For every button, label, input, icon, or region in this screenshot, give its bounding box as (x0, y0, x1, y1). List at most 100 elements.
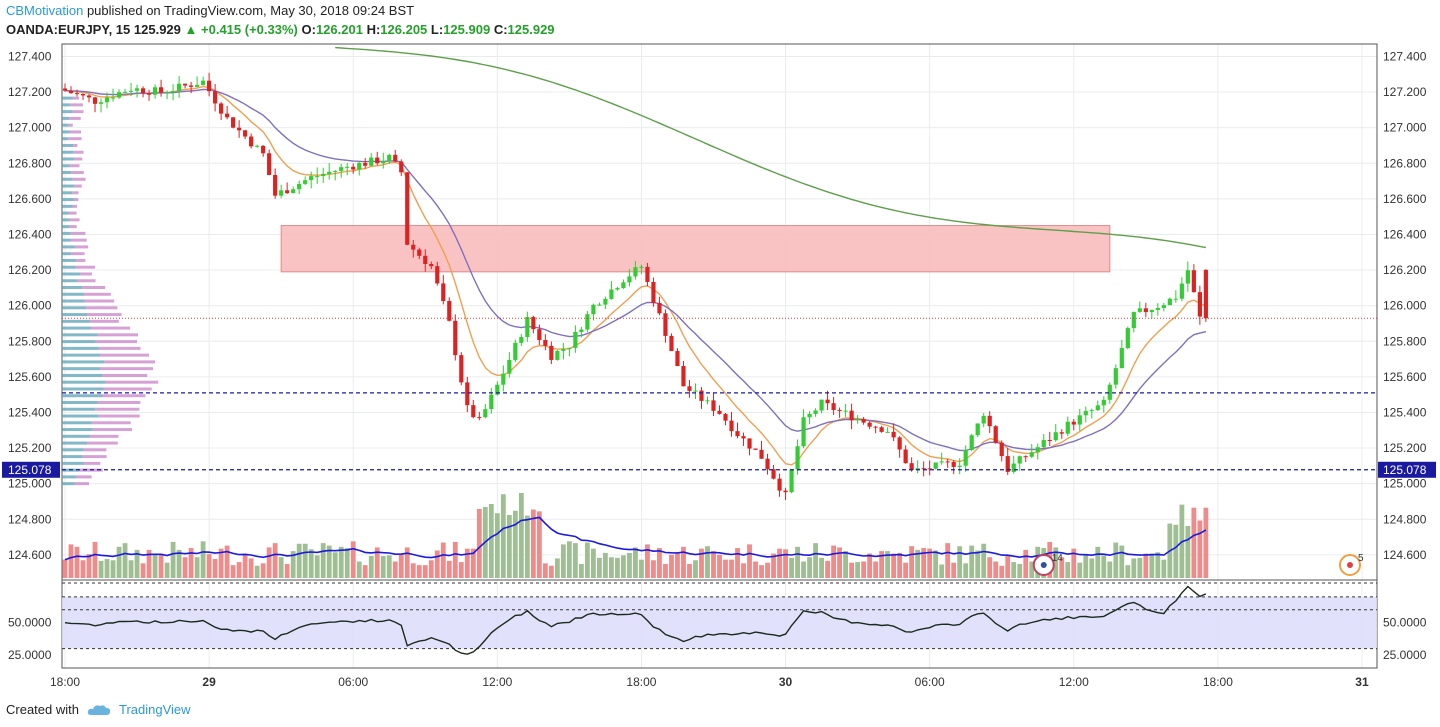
candle-body (411, 244, 416, 250)
volume-profile-bar-up (62, 428, 93, 432)
candle (879, 425, 884, 433)
candle-body (381, 160, 386, 164)
candle (303, 176, 308, 185)
candle-body (267, 153, 272, 176)
candle-body (951, 461, 956, 467)
candle-body (609, 289, 614, 299)
marker-count: 14 (1052, 553, 1064, 564)
volume-profile-bar-down (105, 380, 159, 384)
candle-body (1125, 328, 1130, 349)
volume-bar (224, 545, 230, 578)
tradingview-link[interactable]: TradingView (118, 702, 191, 717)
volume-profile-bar-down (82, 455, 107, 459)
chart-header-publish: CBMotivation published on TradingView.co… (6, 3, 414, 18)
volume-profile-bar-down (97, 400, 141, 404)
candle (441, 275, 446, 305)
price-badge-left-text: 125.078 (8, 463, 52, 477)
volume-profile-bar-down (98, 414, 140, 418)
candle (861, 416, 866, 425)
volume-bar (777, 548, 782, 578)
horizontal-levels (62, 317, 1377, 471)
volume-bar (404, 547, 410, 578)
candle (285, 182, 290, 194)
candle-body (531, 317, 536, 330)
candle (795, 439, 800, 475)
volume-profile-bar-down (76, 279, 96, 283)
volume-bar (693, 560, 698, 578)
candle (699, 387, 704, 409)
volume-profile-bar-up (62, 407, 96, 411)
candle (345, 162, 350, 176)
candle (62, 83, 68, 92)
candle (675, 348, 680, 367)
axes: 127.400 127.400 127.200 127.200 127.000 127.0… (2, 49, 1436, 689)
volume-profile-bar-up (62, 313, 88, 317)
volume-bar (1065, 562, 1071, 578)
candle-body (285, 190, 290, 194)
time-tick: 29 (202, 675, 216, 689)
candle-body (1185, 270, 1190, 284)
candle-body (501, 373, 506, 385)
author-link[interactable]: CBMotivation (6, 3, 84, 18)
volume-bar (566, 541, 572, 578)
price-tick-left: 126.800 (8, 156, 52, 170)
candle-body (429, 264, 434, 267)
candle (207, 72, 212, 97)
volume-profile-bar-up (62, 123, 69, 127)
volume-profile-bar-up (62, 191, 73, 195)
volume-bar (1203, 507, 1209, 578)
volume-profile-bar-up (62, 258, 76, 262)
volume-bar (1011, 562, 1017, 578)
price-tick-right: 127.400 (1383, 49, 1427, 63)
candle (363, 158, 368, 169)
price-chart[interactable]: 127.400 127.400 127.200 127.200 127.000 127.0… (0, 0, 1440, 700)
volume-bar (140, 563, 146, 578)
candle-body (807, 413, 812, 418)
event-markers[interactable]: 14 5 (1032, 553, 1364, 576)
candle-body (801, 417, 806, 447)
candle-body (375, 157, 380, 164)
candle (1089, 408, 1094, 419)
price-tick-left: 127.200 (8, 85, 52, 99)
volume-profile-bar-down (73, 198, 79, 202)
calendar-event-icon[interactable]: 14 (1032, 553, 1064, 576)
candle-body (489, 394, 494, 410)
volume-profile-bar-up (62, 394, 103, 398)
volume-bar (380, 555, 386, 578)
candle-body (309, 176, 314, 181)
candle (609, 280, 614, 300)
volume-profile-bar-down (92, 428, 132, 432)
volume-profile-bar-down (72, 177, 86, 181)
candle (435, 261, 440, 286)
candle-body (693, 390, 698, 392)
volume-profile-bar-down (72, 110, 84, 114)
price-tick-right: 125.400 (1383, 405, 1427, 419)
volume-profile-bar-down (68, 137, 82, 141)
candle-body (1191, 270, 1196, 293)
volume-bar (855, 562, 861, 578)
candle (74, 89, 80, 97)
volume-bar (236, 562, 242, 578)
volume-bar (560, 544, 566, 578)
candle-body (825, 399, 830, 404)
candle-body (1149, 309, 1154, 313)
price-tick-left: 125.400 (8, 405, 52, 419)
candle (519, 333, 524, 346)
volume-bar (446, 560, 452, 578)
volume-bar (488, 504, 494, 578)
candle-body (909, 463, 914, 470)
volume-bar (879, 551, 885, 578)
candle (1119, 339, 1124, 369)
volume-bar (1071, 548, 1077, 578)
candle-body (182, 83, 188, 86)
volume-bar (837, 547, 842, 578)
volume-profile-bar-down (91, 421, 131, 425)
volume-bar (1101, 555, 1107, 578)
chart-footer: Created with TradingView (6, 702, 191, 717)
candle-body (345, 166, 350, 168)
news-event-icon[interactable]: 5 (1338, 553, 1364, 576)
volume-bar (741, 563, 746, 578)
candle (122, 88, 128, 93)
volume-profile-bar-down (97, 333, 139, 337)
candle (477, 411, 482, 421)
